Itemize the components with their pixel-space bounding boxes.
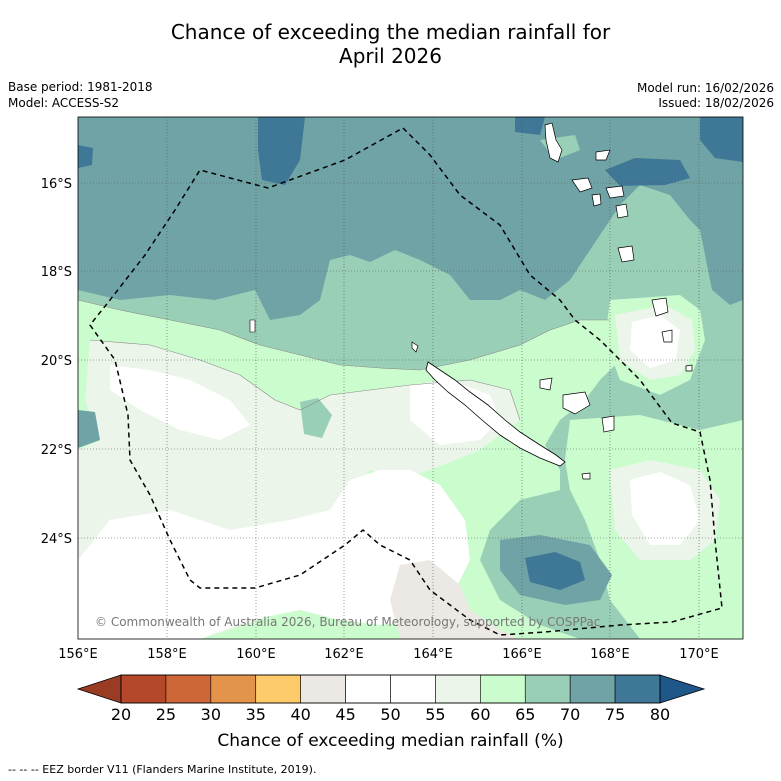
colorbar-segment [524, 674, 571, 704]
colorbar-segment [345, 674, 391, 704]
lat-labels: 16°S 18°S 20°S 22°S 24°S [41, 177, 72, 547]
model-run: Model run: 16/02/2026 [636, 81, 774, 95]
matthew-island [685, 364, 693, 372]
lon-label-168e: 168°E [590, 647, 630, 662]
lat-label-24s: 24°S [41, 532, 72, 547]
zone-75-80-b [700, 117, 743, 162]
colorbar-segment [165, 674, 212, 704]
reef-islet [249, 319, 256, 333]
lat-label-18s: 18°S [41, 265, 72, 280]
colorbar-segment [255, 674, 301, 704]
lat-label-22s: 22°S [41, 443, 72, 458]
colorbar-tick-label: 25 [156, 705, 176, 724]
zone-45-55-e [630, 315, 680, 368]
colorbar-segment [435, 674, 481, 704]
colorbar-tick-label: 60 [470, 705, 490, 724]
eez-border [89, 127, 723, 636]
lifou-island [562, 391, 591, 415]
zone-75-80-a [258, 117, 305, 185]
zone-75-80-d [515, 117, 545, 135]
efate-island [615, 203, 629, 219]
zone-45-55-a [110, 365, 250, 440]
zone-75-80-south [525, 552, 585, 590]
zone-70-75-west [78, 410, 100, 448]
eez-legend-text: -- -- -- EEZ border V11 (Flanders Marine… [8, 763, 317, 776]
colorbar-segment [390, 674, 436, 704]
colorbar-tick-label: 35 [246, 705, 266, 724]
colorbar-tick-label: 55 [425, 705, 445, 724]
espiritu-santo-island [544, 122, 563, 163]
lat-label-16s: 16°S [41, 177, 72, 192]
epi-island [591, 193, 602, 207]
erromango-island [617, 245, 635, 263]
belep-island [411, 341, 419, 353]
zone-65-70-blob [300, 398, 332, 438]
ambrym-island [605, 185, 625, 199]
zone-45-55-d [630, 472, 700, 545]
new-caledonia-island [425, 361, 566, 467]
colorbar-low-arrow [76, 674, 122, 704]
lon-label-166e: 166°E [502, 647, 542, 662]
title-line-1: Chance of exceeding the median rainfall … [170, 20, 611, 44]
colorbar-segment [569, 674, 616, 704]
colorbar-label: Chance of exceeding median rainfall (%) [217, 731, 564, 751]
colorbar-segment [614, 674, 661, 704]
lon-label-170e: 170°E [679, 647, 719, 662]
probability-field [78, 117, 743, 639]
lon-label-160e: 160°E [236, 647, 276, 662]
colorbar-segment [210, 674, 257, 704]
colorbar-tick-label: 70 [560, 705, 580, 724]
title-line-2: April 2026 [339, 44, 442, 68]
colorbar-tick-label: 80 [650, 705, 670, 724]
base-period: Base period: 1981-2018 [8, 80, 153, 94]
isle-of-pines [581, 472, 591, 480]
model-name: Model: ACCESS-S2 [8, 96, 120, 110]
colorbar-segment [120, 674, 167, 704]
contour-65 [78, 299, 610, 371]
colorbar-tick-label: 65 [515, 705, 535, 724]
issued-date: Issued: 18/02/2026 [658, 96, 774, 110]
copyright-text: © Commonwealth of Australia 2026, Bureau… [95, 615, 600, 629]
tanna-island [651, 297, 669, 317]
colorbar-frame [120, 674, 661, 704]
mare-island [601, 415, 615, 433]
colorbar-tick-label: 75 [605, 705, 625, 724]
colorbar-segment [480, 674, 526, 704]
malakula-island [571, 177, 593, 193]
colorbar-tick-label: 40 [290, 705, 310, 724]
ouvea-island [539, 377, 553, 391]
colorbar: 20 25 30 35 40 45 50 55 60 65 70 75 80 [76, 674, 706, 724]
zone-45-55-c [78, 470, 470, 639]
maewo-island [595, 149, 611, 161]
plot-frame [77, 116, 744, 640]
colorbar-segment [300, 674, 346, 704]
lat-label-20s: 20°S [41, 354, 72, 369]
colorbar-tick-label: 20 [111, 705, 131, 724]
lon-label-158e: 158°E [147, 647, 187, 662]
zone-75-80-e [78, 145, 93, 168]
colorbar-tick-label: 30 [201, 705, 221, 724]
zone-45-55-b [410, 380, 500, 445]
lon-label-164e: 164°E [413, 647, 453, 662]
zone-75-80-c [605, 158, 690, 186]
lon-label-156e: 156°E [58, 647, 98, 662]
aneityum-island [661, 329, 673, 343]
contour-60 [89, 339, 521, 421]
colorbar-high-arrow [659, 674, 706, 704]
colorbar-tick-label: 50 [380, 705, 400, 724]
colorbar-tick-label: 45 [335, 705, 355, 724]
zone-70-75-north [78, 117, 743, 320]
lon-label-162e: 162°E [324, 647, 364, 662]
lon-labels: 156°E 158°E 160°E 162°E 164°E 166°E 168°… [58, 647, 719, 662]
